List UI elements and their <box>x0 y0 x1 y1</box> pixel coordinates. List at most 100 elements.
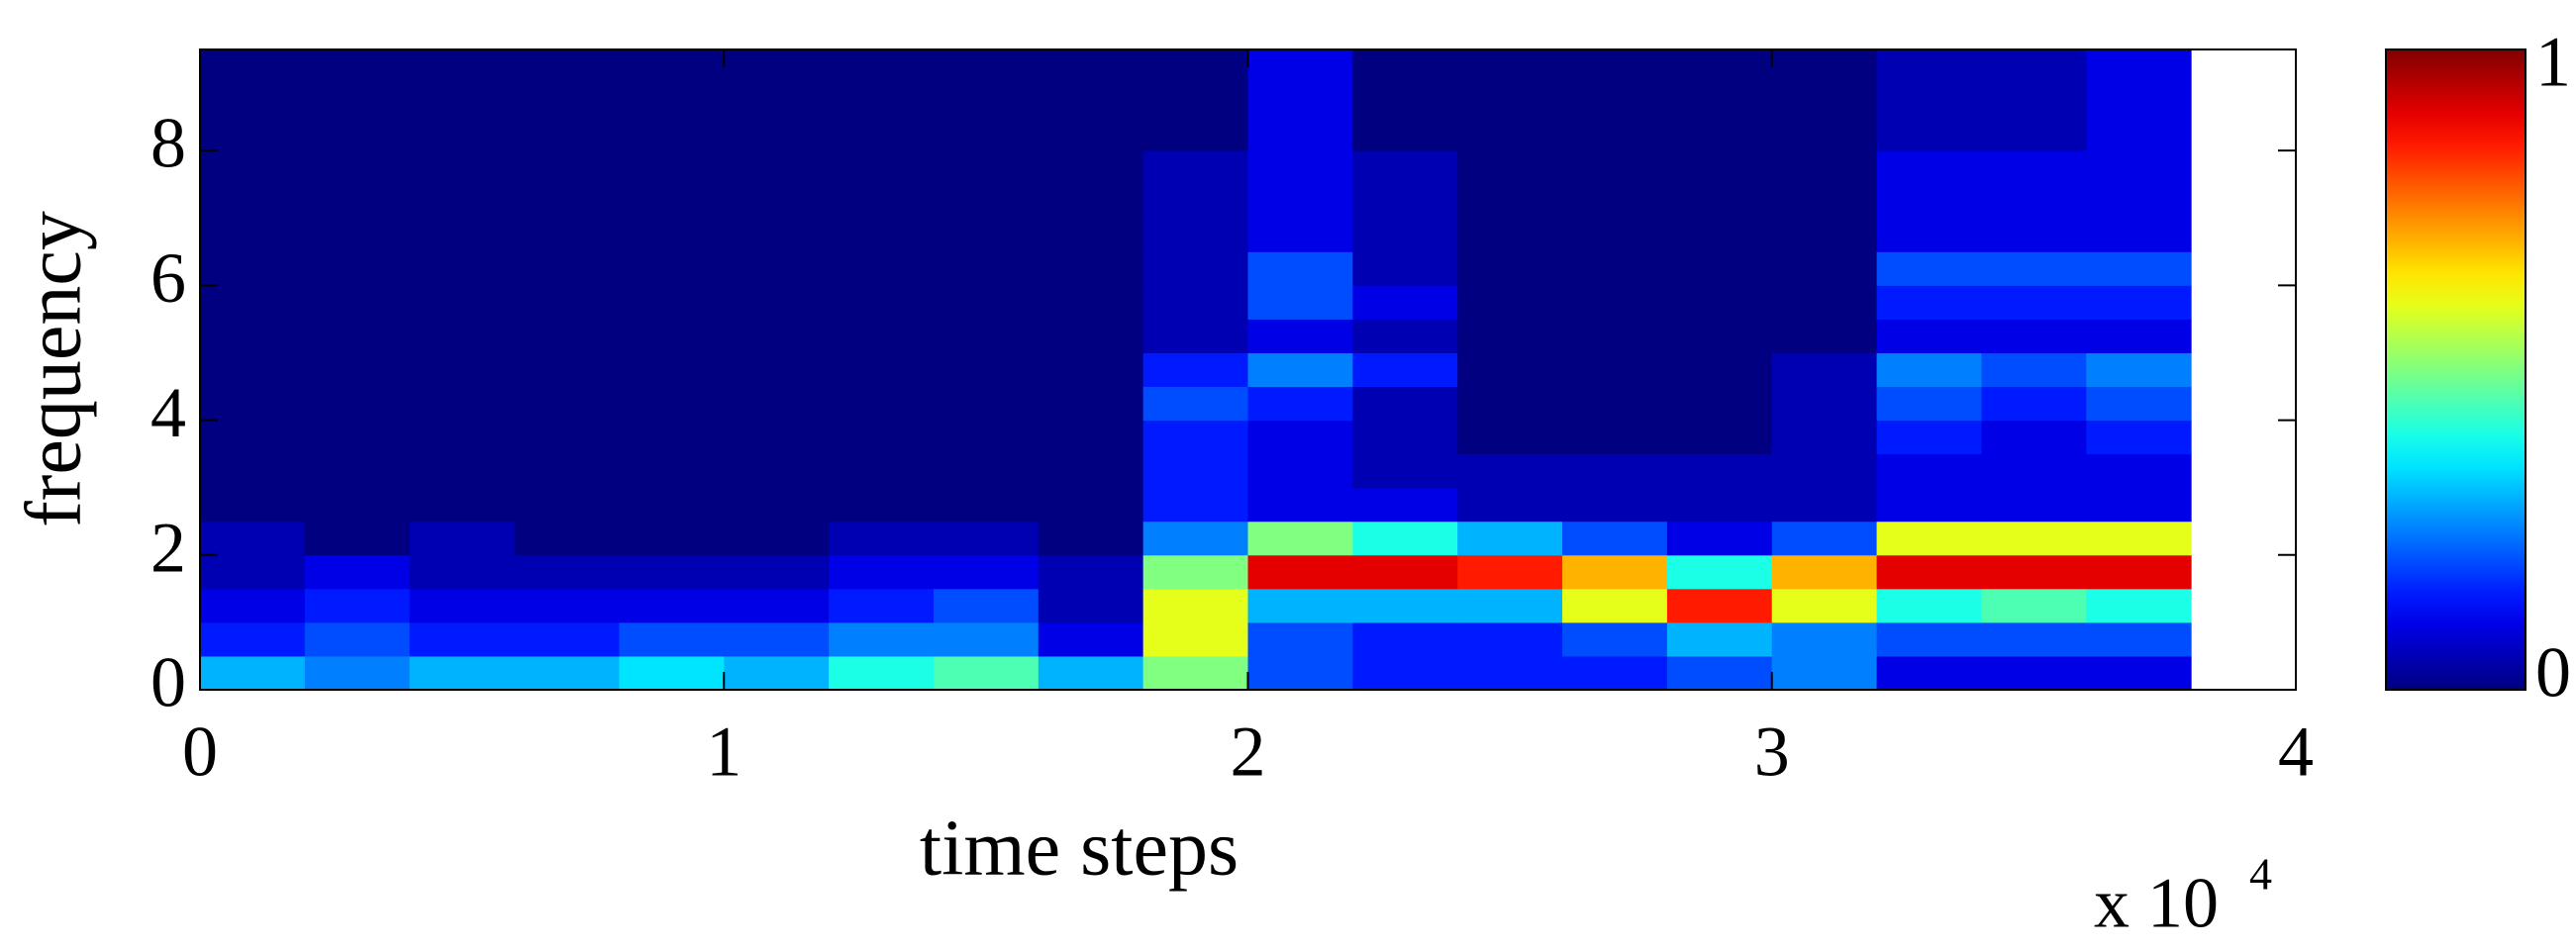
heat-cell <box>933 218 1040 252</box>
heat-cell <box>514 285 620 320</box>
heat-cell <box>1771 420 1878 455</box>
heat-cell <box>724 386 830 422</box>
heat-cell <box>1771 386 1878 422</box>
heat-cell <box>514 521 620 556</box>
heat-cell <box>1771 49 1878 84</box>
heat-cell <box>1142 319 1248 353</box>
heat-cell <box>1352 285 1458 320</box>
heat-cell <box>724 487 830 523</box>
heat-cell <box>2086 83 2192 118</box>
heat-cell <box>514 487 620 523</box>
heat-cell <box>200 420 306 455</box>
heat-cell <box>619 588 725 623</box>
heat-cell <box>1666 83 1773 118</box>
heat-cell <box>514 150 620 185</box>
heat-cell <box>619 655 725 691</box>
x-tick-label: 2 <box>1231 713 1266 792</box>
heat-cell <box>1771 588 1878 623</box>
heat-cell <box>514 319 620 353</box>
heat-cell <box>1771 285 1878 320</box>
heat-cell <box>2086 218 2192 252</box>
heat-cell <box>1562 251 1668 286</box>
heat-cell <box>1352 184 1458 219</box>
heat-cell <box>304 285 411 320</box>
heat-cell <box>724 117 830 151</box>
heat-cell <box>1562 184 1668 219</box>
heat-cell <box>514 352 620 388</box>
heat-cell <box>1457 588 1563 623</box>
heat-cell <box>1876 150 1982 185</box>
heat-cell <box>1352 521 1458 556</box>
heat-cell <box>619 150 725 185</box>
heat-cell <box>304 386 411 422</box>
heat-cell <box>829 386 935 422</box>
heat-cell <box>829 184 935 219</box>
y-tick-label: 2 <box>150 508 186 587</box>
heat-cell <box>409 420 516 455</box>
heat-cell <box>200 285 306 320</box>
heat-cell <box>1247 420 1353 455</box>
heat-cell <box>1457 487 1563 523</box>
heat-cell <box>1666 49 1773 84</box>
heat-cell <box>1457 117 1563 151</box>
heat-cell <box>1666 420 1773 455</box>
heat-cell <box>1142 420 1248 455</box>
heat-cell <box>1247 352 1353 388</box>
heat-cell <box>1562 352 1668 388</box>
heat-cell <box>409 487 516 523</box>
heat-cell <box>304 588 411 623</box>
heat-cell <box>1142 521 1248 556</box>
heat-cell <box>724 554 830 590</box>
heat-cell <box>1457 218 1563 252</box>
heat-cell <box>829 352 935 388</box>
heat-cell <box>200 655 306 691</box>
x-multiplier-exponent: 4 <box>2249 849 2272 900</box>
heat-cell <box>933 487 1040 523</box>
heat-cell <box>619 352 725 388</box>
heat-cell <box>724 150 830 185</box>
heat-cell <box>1352 352 1458 388</box>
heat-cell <box>514 117 620 151</box>
heat-cell <box>829 49 935 84</box>
heat-cell <box>304 453 411 489</box>
heat-cell <box>829 655 935 691</box>
heat-cell <box>724 420 830 455</box>
heat-cell <box>933 83 1040 118</box>
heat-cell <box>514 554 620 590</box>
heat-cell <box>1457 521 1563 556</box>
heat-cell <box>2086 184 2192 219</box>
colorbar <box>2385 48 2526 691</box>
heat-cell <box>1562 521 1668 556</box>
x-tick-label: 0 <box>182 713 218 792</box>
heat-cell <box>1142 251 1248 286</box>
heat-cell <box>514 655 620 691</box>
heat-cell <box>1981 117 2087 151</box>
heat-cell <box>1666 621 1773 657</box>
heat-cell <box>1562 487 1668 523</box>
heat-cell <box>1457 150 1563 185</box>
heat-cell <box>724 521 830 556</box>
heat-cell <box>1876 49 1982 84</box>
heat-cell <box>724 184 830 219</box>
heat-cell <box>1142 655 1248 691</box>
heat-cell <box>1771 184 1878 219</box>
heat-cell <box>200 251 306 286</box>
heat-cell <box>304 420 411 455</box>
heat-cell <box>514 218 620 252</box>
heat-cell <box>1038 521 1144 556</box>
heat-cell <box>1142 386 1248 422</box>
heat-cell <box>2086 588 2192 623</box>
heat-cell <box>409 285 516 320</box>
heat-cell <box>200 218 306 252</box>
heat-cell <box>1981 453 2087 489</box>
heat-cell <box>409 83 516 118</box>
heat-cell <box>1562 554 1668 590</box>
heat-cell <box>1247 117 1353 151</box>
heat-cell <box>514 621 620 657</box>
heat-cell <box>619 117 725 151</box>
heat-cell <box>1666 588 1773 623</box>
heat-cell <box>409 621 516 657</box>
heat-cell <box>1981 386 2087 422</box>
heat-cell <box>200 184 306 219</box>
heat-cell <box>1771 352 1878 388</box>
